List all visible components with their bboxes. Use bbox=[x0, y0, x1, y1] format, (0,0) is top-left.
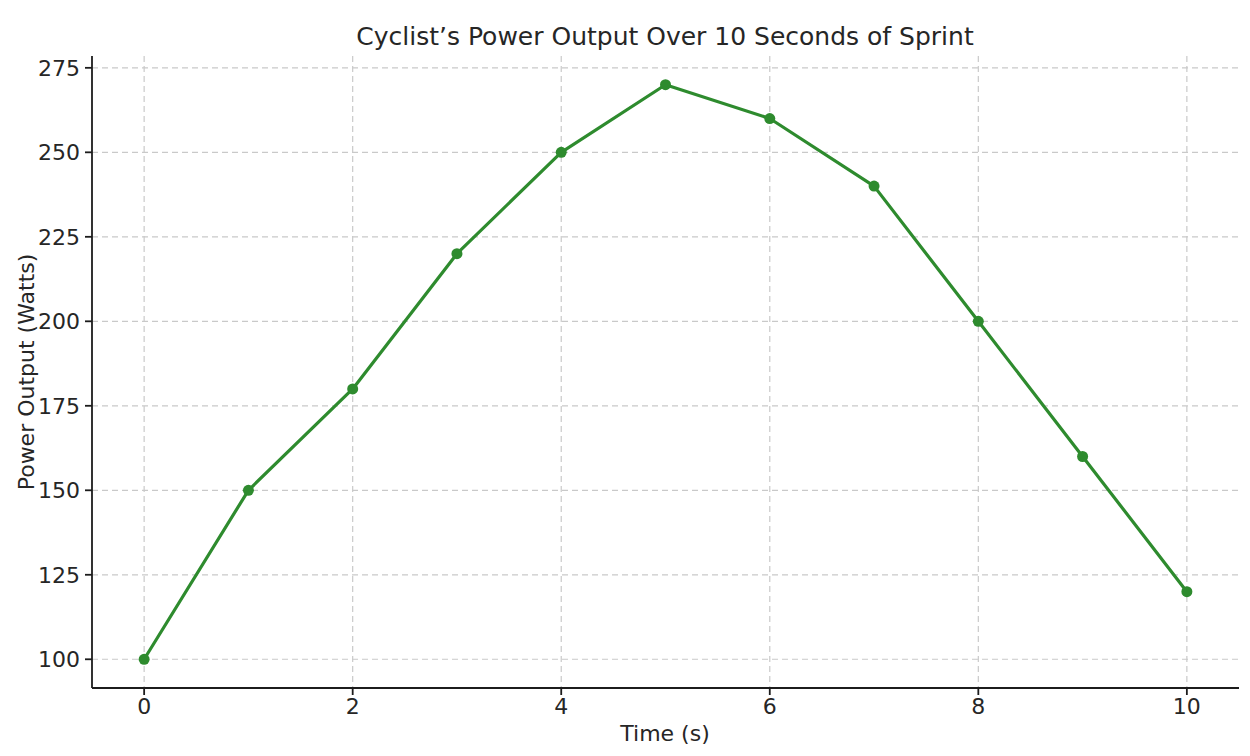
x-tick-label: 2 bbox=[346, 694, 360, 719]
x-tick-label: 0 bbox=[137, 694, 151, 719]
data-point-marker bbox=[243, 485, 254, 496]
y-tick-label: 175 bbox=[38, 394, 80, 419]
x-tick-label: 8 bbox=[971, 694, 985, 719]
y-tick-label: 250 bbox=[38, 140, 80, 165]
power-output-line-chart: 0 2 4 6 8 10 100 125 150 175 200 225 250 275 Cyclist’… bbox=[0, 0, 1250, 756]
y-tick-label: 150 bbox=[38, 478, 80, 503]
x-tick-label: 6 bbox=[763, 694, 777, 719]
gridlines bbox=[92, 56, 1239, 688]
data-point-marker bbox=[764, 113, 775, 124]
y-tick-label: 125 bbox=[38, 563, 80, 588]
data-point-marker bbox=[660, 79, 671, 90]
data-series bbox=[139, 79, 1193, 665]
chart-title: Cyclist’s Power Output Over 10 Seconds o… bbox=[356, 22, 974, 51]
y-tick-label: 100 bbox=[38, 647, 80, 672]
axis-ticks: 0 2 4 6 8 10 100 125 150 175 200 225 250 275 bbox=[38, 56, 1201, 719]
y-tick-label: 200 bbox=[38, 309, 80, 334]
chart-svg: 0 2 4 6 8 10 100 125 150 175 200 225 250 275 Cyclist’… bbox=[0, 0, 1250, 756]
y-tick-label: 225 bbox=[38, 225, 80, 250]
data-point-marker bbox=[1077, 451, 1088, 462]
data-point-marker bbox=[347, 383, 358, 394]
data-point-marker bbox=[556, 147, 567, 158]
y-axis-label: Power Output (Watts) bbox=[14, 254, 39, 491]
y-tick-label: 275 bbox=[38, 56, 80, 81]
data-point-marker bbox=[973, 316, 984, 327]
data-point-marker bbox=[451, 248, 462, 259]
x-tick-label: 10 bbox=[1173, 694, 1201, 719]
data-point-marker bbox=[869, 181, 880, 192]
axes-spines bbox=[92, 56, 1239, 688]
x-tick-label: 4 bbox=[554, 694, 568, 719]
data-point-marker bbox=[139, 654, 150, 665]
data-point-marker bbox=[1181, 586, 1192, 597]
series-line bbox=[144, 85, 1187, 660]
x-axis-label: Time (s) bbox=[619, 721, 709, 746]
